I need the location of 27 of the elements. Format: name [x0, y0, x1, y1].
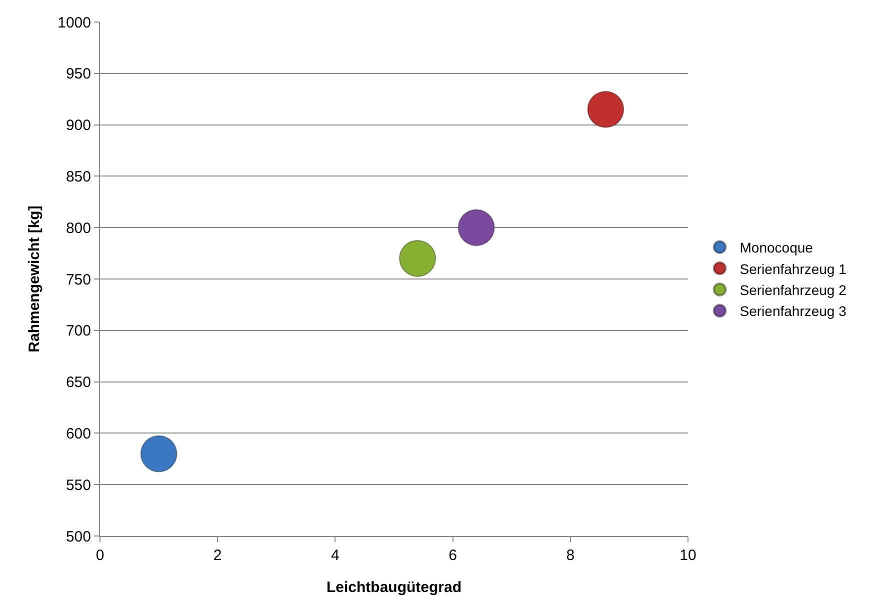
- y-tick-label: 500: [66, 528, 91, 546]
- x-tick-label: 4: [331, 547, 340, 564]
- x-tick-label: 0: [96, 547, 104, 564]
- x-tick-label: 6: [448, 547, 457, 564]
- x-tick-label: 10: [680, 547, 696, 564]
- y-tick-label: 900: [66, 117, 91, 134]
- y-tick-label: 750: [66, 271, 91, 288]
- y-tick-label: 650: [66, 374, 91, 392]
- point: [140, 435, 178, 472]
- x-axis-title: Leichtbaugütegrad: [326, 579, 462, 596]
- y-tick-label: 700: [66, 322, 91, 340]
- y-tick-label: 1000: [58, 14, 91, 32]
- y-tick-label: 550: [66, 476, 91, 494]
- point: [399, 240, 436, 277]
- point: [587, 90, 624, 128]
- x-tick-label: 8: [566, 547, 575, 564]
- y-tick-label: 800: [66, 220, 91, 237]
- legend-label: Serienfahrzeug 1: [740, 260, 847, 277]
- point: [458, 209, 495, 246]
- legend-label: Monocoque: [740, 240, 814, 256]
- legend-label: Serienfahrzeug 3: [740, 303, 847, 320]
- y-tick-label: 950: [66, 66, 91, 83]
- y-tick-label: 850: [66, 168, 91, 186]
- y-axis-title: Rahmengewicht [kg]: [26, 206, 43, 352]
- y-tick-label: 600: [66, 425, 91, 442]
- legend-label: Serienfahrzeug 2: [740, 282, 847, 298]
- x-tick-label: 2: [213, 547, 222, 564]
